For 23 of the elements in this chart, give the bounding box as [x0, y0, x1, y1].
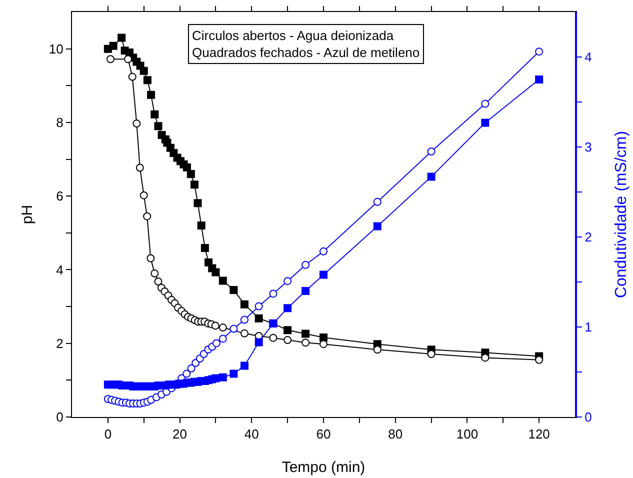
y2-axis-title: Condutividade (mS/cm): [613, 130, 630, 298]
y2-tick-label: 1: [584, 320, 592, 335]
x-axis-title: Tempo (min): [282, 459, 366, 476]
y2-tick-label: 4: [584, 50, 592, 65]
x-tick-label: 60: [316, 426, 331, 442]
annotation: Circulos abertos - Agua deionizada: [192, 28, 394, 43]
y-axis-title: pH: [19, 204, 36, 224]
annotation: Quadrados fechados - Azul de metileno: [192, 44, 420, 60]
y-tick-label: 10: [48, 41, 64, 56]
y2-tick-label: 2: [584, 230, 592, 245]
x-tick-label: 120: [528, 426, 550, 442]
x-tick-label: 100: [456, 426, 478, 442]
x-tick-label: 0: [104, 426, 112, 442]
y-tick-label: 8: [56, 115, 64, 130]
y2-tick-label: 0: [584, 410, 592, 425]
y2-tick-label: 3: [584, 140, 592, 155]
y-tick-label: 6: [56, 188, 64, 204]
x-tick-label: 20: [172, 426, 188, 442]
y-tick-label: 2: [56, 336, 64, 351]
y-tick-label: 0: [56, 410, 64, 425]
x-tick-label: 40: [244, 426, 259, 442]
y-tick-label: 4: [56, 262, 64, 278]
x-tick-label: 80: [388, 426, 403, 442]
